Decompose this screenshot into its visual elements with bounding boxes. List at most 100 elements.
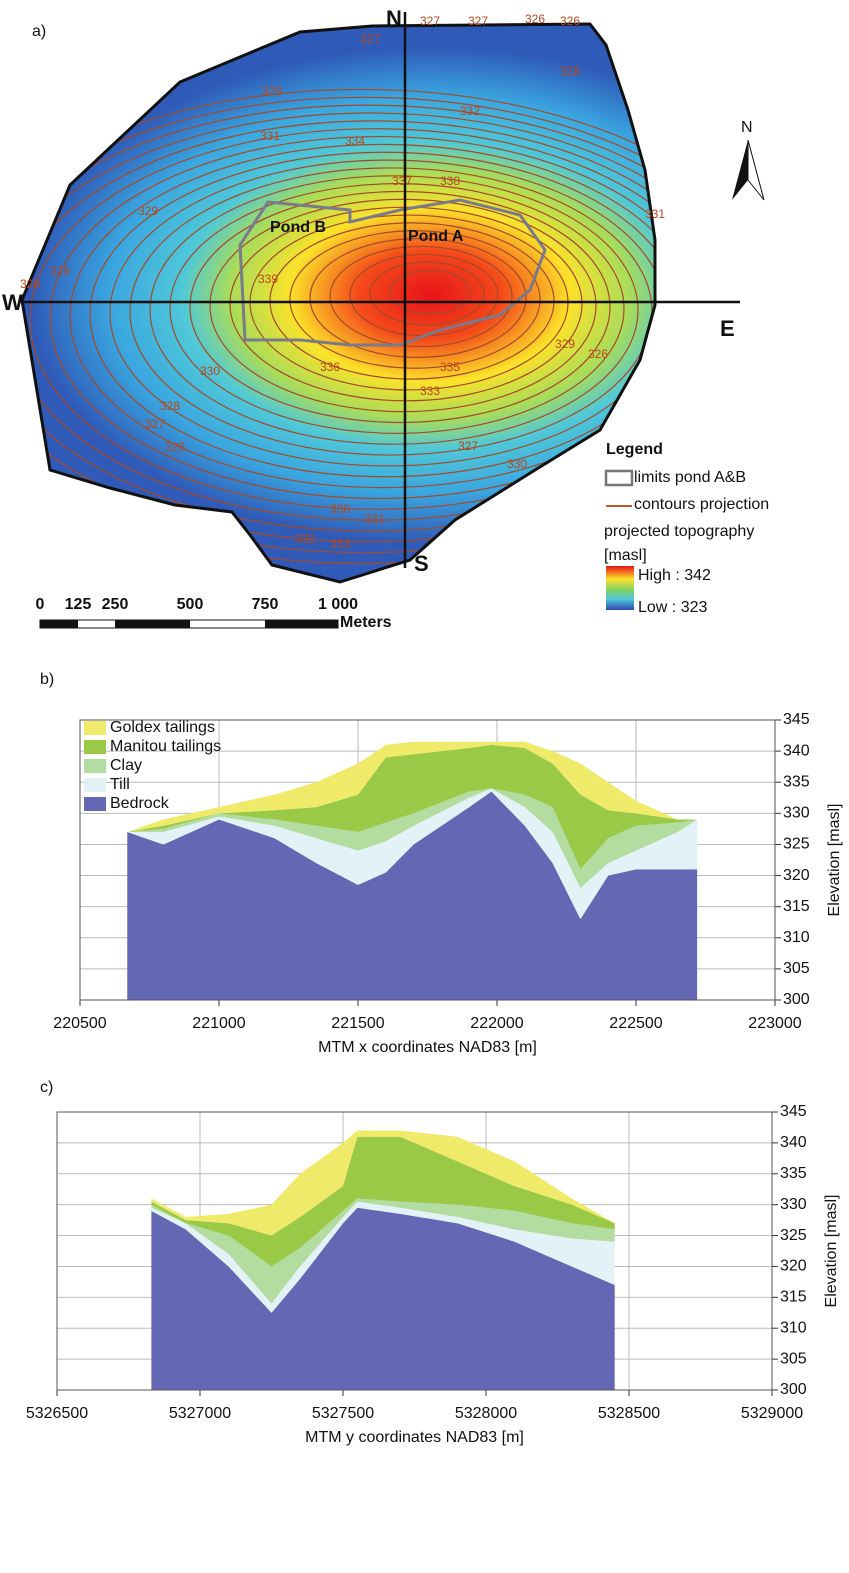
y-tick-label: 330 [783, 805, 810, 822]
contour-line [369, 261, 485, 326]
contour-label: 326 [560, 14, 580, 28]
north-label: N [386, 6, 402, 31]
x-tick-label: 222500 [609, 1015, 662, 1032]
contour-label: 326 [525, 12, 545, 26]
scale-segment [265, 620, 338, 628]
area-layer [151, 1201, 615, 1313]
scale-label: 750 [252, 596, 279, 613]
y-tick-label: 300 [780, 1381, 807, 1398]
contour-label: 329 [555, 337, 575, 351]
pond-label: Pond A [408, 228, 464, 245]
legend-swatch [84, 721, 106, 735]
y-tick-label: 335 [783, 773, 810, 790]
y-tick-label: 325 [783, 836, 810, 853]
contour-line [22, 88, 655, 565]
y-tick-label: 320 [783, 867, 810, 884]
contour-label: 327 [145, 417, 165, 431]
y-tick-label: 315 [780, 1289, 807, 1306]
contour-label: 326 [588, 347, 608, 361]
x-axis-label: MTM y coordinates NAD83 [m] [305, 1429, 524, 1446]
x-tick-label: 220500 [53, 1015, 106, 1032]
contour-label: 327 [458, 439, 478, 453]
legend-title: Legend [606, 441, 663, 458]
north-arrow-label: N [741, 119, 753, 136]
area-layer [151, 1198, 615, 1304]
contour-label: 330 [507, 457, 527, 471]
contour-line [22, 96, 655, 554]
contour-label: 330 [330, 502, 350, 516]
legend-label: Goldex tailings [110, 719, 215, 736]
scale-segment [115, 620, 190, 628]
west-label: W [2, 290, 23, 315]
contour-label: 331 [645, 207, 665, 221]
legend-swatch [84, 797, 106, 811]
plot-frame [79, 719, 776, 1001]
area-layer [127, 744, 698, 870]
contour-label: 328 [160, 399, 180, 413]
y-tick-label: 345 [780, 1103, 807, 1120]
north-arrow [747, 139, 765, 201]
contour-label: 335 [440, 360, 460, 374]
x-tick-label: 5329000 [741, 1405, 803, 1422]
contour-line [329, 245, 513, 348]
x-tick-label: 221500 [331, 1015, 384, 1032]
area-layer [127, 788, 698, 888]
scale-label: 125 [65, 596, 92, 613]
contour-label: 339 [258, 272, 278, 286]
y-axis-label: Elevation [masl] [823, 1195, 840, 1308]
area-layer [127, 791, 698, 1000]
contour-label: 327 [420, 14, 440, 28]
area-layer [151, 1207, 615, 1390]
plot-frame [56, 1111, 773, 1391]
legend-label: Manitou tailings [110, 738, 221, 755]
contour-label: 330 [200, 364, 220, 378]
y-axis-label: Elevation [masl] [826, 804, 843, 917]
y-tick-label: 300 [783, 991, 810, 1008]
legend-label: limits pond A&B [634, 469, 746, 486]
contour-label: 328 [50, 264, 70, 278]
legend-label: Till [110, 776, 130, 793]
scale-label: 0 [36, 596, 45, 613]
contour-line [29, 128, 655, 510]
legend-ramp [606, 566, 634, 610]
x-tick-label: 222000 [470, 1015, 523, 1032]
contour-line [22, 104, 655, 543]
x-axis-label: MTM x coordinates NAD83 [m] [318, 1039, 537, 1056]
legend-label: contours projection [634, 496, 769, 513]
contour-label: 326 [165, 440, 185, 454]
contour-line [22, 112, 655, 532]
contour-line [169, 183, 625, 434]
x-tick-label: 5328500 [598, 1405, 660, 1422]
contour-line [389, 269, 471, 315]
x-tick-label: 223000 [748, 1015, 801, 1032]
legend-label: Clay [110, 757, 142, 774]
north-arrow [732, 140, 748, 200]
legend-swatch [84, 778, 106, 792]
legend-swatch [604, 469, 634, 487]
contour-label: 333 [420, 384, 440, 398]
legend-low: Low : 323 [638, 599, 707, 616]
y-tick-label: 340 [780, 1134, 807, 1151]
contour-label: 327 [468, 14, 488, 28]
legend-swatch [84, 740, 106, 754]
legend-label: Bedrock [110, 795, 170, 812]
area-layer [151, 1130, 615, 1236]
contour-label: 331 [365, 512, 385, 526]
panel-label: a) [32, 23, 46, 40]
scale-label: 500 [177, 596, 204, 613]
scale-bar: Meters 0 125 250 500 750 1 000 [36, 596, 392, 631]
contour-line [22, 120, 655, 521]
x-tick-label: 5328000 [455, 1405, 517, 1422]
contour-line [149, 175, 639, 445]
legend-swatch [84, 759, 106, 773]
y-tick-label: 305 [780, 1350, 807, 1367]
contour-label: 331 [260, 129, 280, 143]
y-tick-label: 345 [783, 711, 810, 728]
pond-label: Pond B [270, 219, 326, 236]
contour-label: 327 [360, 32, 380, 46]
scale-unit: Meters [340, 614, 392, 631]
x-tick-label: 5327500 [312, 1405, 374, 1422]
contour-label: 328 [560, 64, 580, 78]
area-layer [127, 741, 698, 832]
y-tick-label: 325 [780, 1227, 807, 1244]
